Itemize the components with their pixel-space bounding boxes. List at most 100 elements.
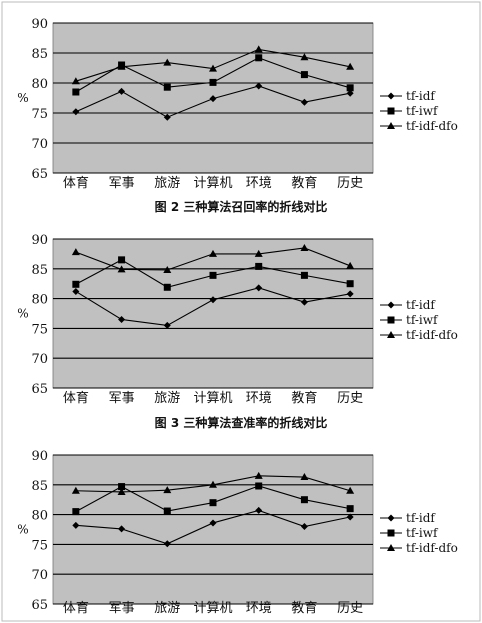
line-chart-3: 65 70 75 80 85 90% 体育 军事 旅游 计算机 环境 教育 历史 tf-idftf-iwf… [17,449,458,616]
x-tick-label: 体育 [63,600,89,616]
legend-label: tf-idf [406,511,436,525]
data-point [209,64,217,72]
data-point [346,62,355,70]
data-point [300,71,308,79]
data-point [209,499,217,507]
data-point [72,508,80,516]
data-point [346,505,354,513]
data-point [72,280,80,288]
legend-label: tf-iwf [406,104,439,118]
data-point [117,265,126,273]
x-tick-label: 旅游 [154,176,180,191]
figure-caption: 图 3 三种算法查准率的折线对比 [155,415,328,430]
data-point [300,98,308,106]
data-point [346,89,354,97]
data-point [209,249,217,257]
data-point [300,523,308,531]
y-tick-label: 90 [31,17,48,32]
data-point [209,271,217,279]
y-tick-label: 70 [31,352,48,367]
data-point [118,87,126,95]
data-point [209,519,217,527]
x-tick-label: 军事 [109,601,135,616]
data-point [255,54,263,62]
y-axis-label: % [17,307,28,321]
y-axis-label: % [17,523,28,537]
x-tick-label: 计算机 [193,176,232,191]
legend-label: tf-iwf [406,313,439,327]
x-tick-label: 环境 [246,391,272,406]
data-point [163,321,171,329]
y-tick-label: 75 [31,107,48,122]
data-point [71,77,80,85]
x-tick-label: 环境 [246,176,272,191]
y-tick-label: 85 [31,47,48,62]
data-point [72,521,80,529]
data-point [254,249,263,257]
data-point [117,62,126,70]
legend-label: tf-idf-dfo [406,328,458,342]
data-point [118,315,126,323]
x-tick-label: 旅游 [154,391,180,406]
y-tick-label: 80 [31,77,48,92]
y-tick-label: 75 [31,538,48,553]
data-point [300,53,309,61]
x-tick-label: 环境 [246,601,272,616]
data-point [300,496,308,504]
legend-marker [387,529,395,537]
legend-label: tf-idf [406,298,436,312]
data-point [118,256,126,264]
legend-marker [387,107,395,115]
y-tick-label: 85 [31,263,48,278]
series-tf-idf-dfo [71,471,355,495]
legend-marker [387,544,395,551]
x-tick-label: 军事 [109,391,135,406]
x-tick-label: 体育 [63,175,89,191]
y-axis-label: % [17,91,28,105]
data-point [72,108,80,116]
x-tick-label: 教育 [291,175,317,191]
y-tick-label: 80 [31,293,48,308]
y-tick-label: 75 [31,322,48,337]
series-tf-iwf [72,256,354,291]
data-point [163,113,171,121]
data-point [346,280,354,288]
data-point [118,483,126,491]
data-point [163,83,171,91]
data-point [346,261,355,269]
data-point [346,84,354,92]
data-point [300,243,309,251]
data-point [209,296,217,304]
plot-area [52,454,374,605]
data-point [255,482,263,490]
data-point [300,298,308,306]
data-point [300,473,309,481]
series-tf-idf-dfo [71,45,355,85]
legend-marker [387,122,395,129]
y-tick-label: 65 [31,167,48,182]
x-tick-label: 教育 [291,390,317,406]
data-point [163,265,172,273]
y-tick-label: 70 [31,568,48,583]
legend-marker [387,301,395,309]
data-point [117,487,126,495]
data-point [209,480,217,488]
data-point [118,525,126,533]
data-point [255,82,263,90]
y-tick-label: 90 [31,449,48,464]
data-point [209,95,217,103]
line-chart-1: 65 70 75 80 85 90% 体育 军事 旅游 计算机 环境 教育 历史 tf-idftf-iwf… [17,17,458,214]
data-point [71,486,80,494]
legend-marker [387,514,395,522]
y-tick-label: 65 [31,382,48,397]
data-point [72,287,80,295]
figure-caption: 图 2 三种算法召回率的折线对比 [155,199,328,214]
series-tf-idf [72,284,354,329]
data-point [163,507,171,515]
y-tick-label: 65 [31,598,48,613]
data-point [346,513,354,521]
legend-marker [387,92,395,100]
y-tick-label: 90 [31,233,48,248]
x-tick-label: 历史 [337,391,363,406]
y-tick-label: 80 [31,509,48,524]
